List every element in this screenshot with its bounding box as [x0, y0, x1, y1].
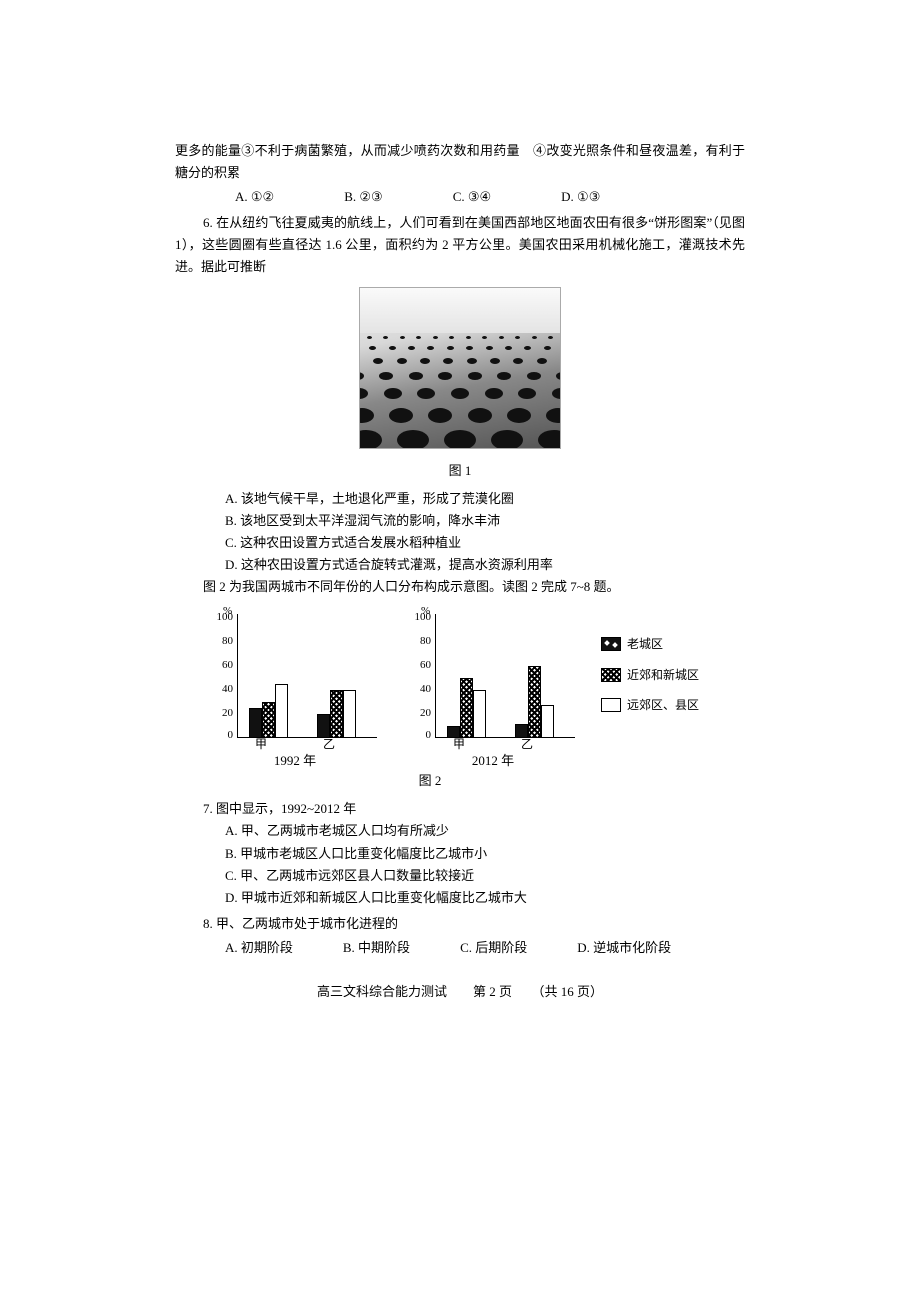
- bar-far: [275, 684, 288, 738]
- q8-opt-b: B. 中期阶段: [343, 937, 410, 959]
- ytick: 40: [209, 680, 233, 699]
- bar-far: [343, 690, 356, 738]
- ytick: 0: [209, 726, 233, 745]
- ytick: 20: [209, 704, 233, 723]
- page-footer: 高三文科综合能力测试 第 2 页 （共 16 页）: [175, 981, 745, 1003]
- figure-1-caption: 图 1: [175, 460, 745, 482]
- ytick: 80: [407, 632, 431, 651]
- legend-mid: 近郊和新城区: [627, 665, 699, 685]
- q7-opt-a: A. 甲、乙两城市老城区人口均有所减少: [175, 820, 745, 842]
- bar-far: [541, 705, 554, 739]
- figure-1: [175, 287, 745, 456]
- q7-opt-d: D. 甲城市近郊和新城区人口比重变化幅度比乙城市大: [175, 887, 745, 909]
- year-1992: 1992 年: [205, 750, 385, 772]
- chart-1992: % 0 20 40 60 80 100 甲 乙 1992 年: [205, 606, 385, 766]
- figure-2-caption: 图 2: [115, 770, 745, 792]
- q5-opt-c: C. ③④: [453, 186, 491, 208]
- q7-opt-c: C. 甲、乙两城市远郊区县人口数量比较接近: [175, 865, 745, 887]
- q6-opt-b: B. 该地区受到太平洋湿润气流的影响，降水丰沛: [175, 510, 745, 532]
- q7-stem: 7. 图中显示，1992~2012 年: [175, 798, 745, 820]
- chart-2012: % 0 20 40 60 80 100 甲 乙 2012 年: [403, 606, 583, 766]
- q8-stem: 8. 甲、乙两城市处于城市化进程的: [175, 913, 745, 935]
- fig2-intro: 图 2 为我国两城市不同年份的人口分布构成示意图。读图 2 完成 7~8 题。: [175, 576, 745, 598]
- q6-stem: 6. 在从纽约飞往夏威夷的航线上，人们可看到在美国西部地区地面农田有很多“饼形图…: [175, 212, 745, 278]
- ytick: 60: [407, 656, 431, 675]
- bar-far: [473, 690, 486, 738]
- intro-continuation: 更多的能量③不利于病菌繁殖，从而减少喷药次数和用药量 ④改变光照条件和昼夜温差，…: [175, 140, 745, 184]
- legend: 老城区 近郊和新城区 远郊区、县区: [601, 624, 699, 725]
- legend-old: 老城区: [627, 634, 663, 654]
- q8-opt-a: A. 初期阶段: [225, 937, 293, 959]
- q8-opt-c: C. 后期阶段: [460, 937, 527, 959]
- figure-2: % 0 20 40 60 80 100 甲 乙 1992 年 % 0 20 40…: [205, 606, 745, 766]
- ytick: 80: [209, 632, 233, 651]
- bar-mid: [528, 666, 541, 738]
- q8-opt-d: D. 逆城市化阶段: [577, 937, 671, 959]
- ytick: 60: [209, 656, 233, 675]
- legend-swatch-old: [601, 637, 621, 651]
- legend-swatch-far: [601, 698, 621, 712]
- year-2012: 2012 年: [403, 750, 583, 772]
- q6-opt-c: C. 这种农田设置方式适合发展水稻种植业: [175, 532, 745, 554]
- bar-mid: [460, 678, 473, 738]
- q8-options: A. 初期阶段 B. 中期阶段 C. 后期阶段 D. 逆城市化阶段: [175, 937, 745, 959]
- ytick: 100: [407, 608, 431, 627]
- legend-swatch-mid: [601, 668, 621, 682]
- bar-mid: [330, 690, 343, 738]
- q7-opt-b: B. 甲城市老城区人口比重变化幅度比乙城市小: [175, 843, 745, 865]
- q5-opt-a: A. ①②: [235, 186, 274, 208]
- legend-far: 远郊区、县区: [627, 695, 699, 715]
- q5-opt-b: B. ②③: [344, 186, 382, 208]
- q5-options: A. ①② B. ②③ C. ③④ D. ①③: [175, 186, 745, 208]
- ytick: 100: [209, 608, 233, 627]
- q5-opt-d: D. ①③: [561, 186, 600, 208]
- ytick: 40: [407, 680, 431, 699]
- ytick: 20: [407, 704, 431, 723]
- bar-mid: [262, 702, 275, 738]
- ytick: 0: [407, 726, 431, 745]
- q6-opt-a: A. 该地气候干旱，土地退化严重，形成了荒漠化圈: [175, 488, 745, 510]
- q6-opt-d: D. 这种农田设置方式适合旋转式灌溉，提高水资源利用率: [175, 554, 745, 576]
